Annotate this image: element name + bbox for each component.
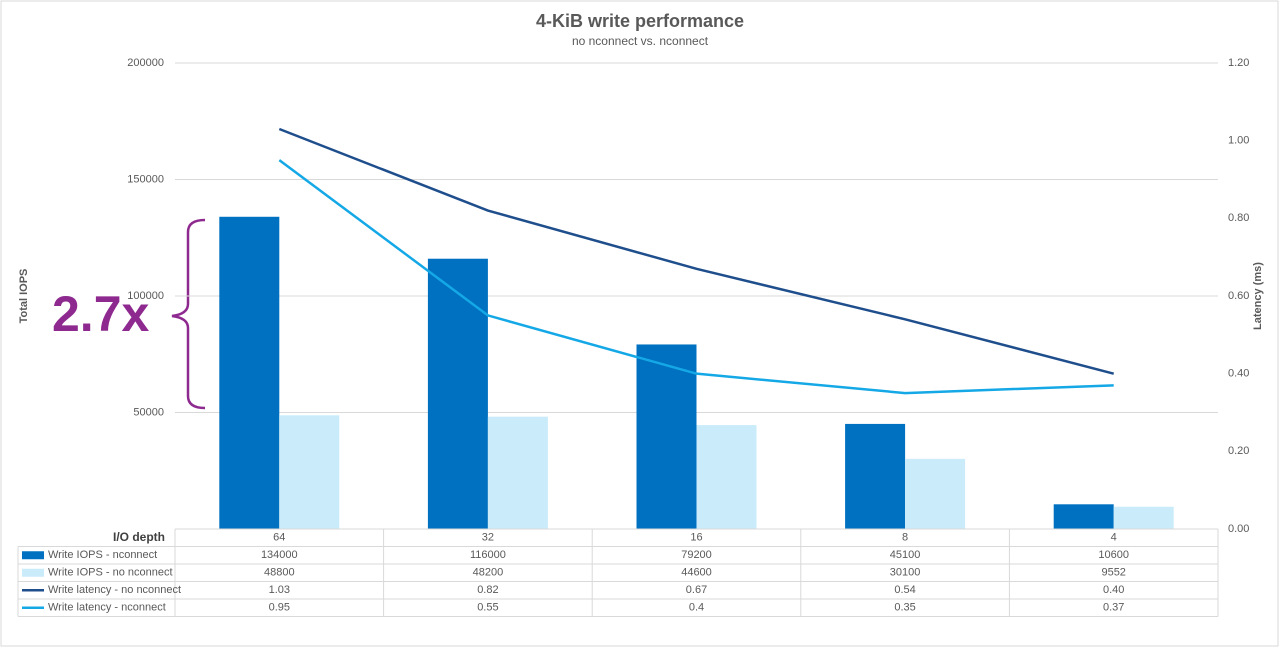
bar <box>487 416 548 529</box>
y-tick-label: 50000 <box>133 406 164 418</box>
table-value: 9552 <box>1101 567 1125 579</box>
legend-label: Write IOPS - nconnect <box>48 549 157 561</box>
y2-axis-label: Latency (ms) <box>1252 262 1264 330</box>
y2-tick-label: 0.40 <box>1228 368 1249 380</box>
y2-tick-label: 0.60 <box>1228 290 1249 302</box>
legend-label: Write IOPS - no nconnect <box>48 567 173 579</box>
table-category: 64 <box>273 532 285 544</box>
bar <box>279 415 340 529</box>
table-value: 0.82 <box>477 584 498 596</box>
bar <box>696 425 757 529</box>
bar <box>845 423 906 529</box>
table-value: 0.95 <box>269 602 290 614</box>
table-category: 4 <box>1111 532 1117 544</box>
table-category: 8 <box>902 532 908 544</box>
table-value: 30100 <box>890 567 921 579</box>
bar <box>905 458 966 529</box>
table-value: 0.67 <box>686 584 707 596</box>
table-value: 0.54 <box>894 584 915 596</box>
y2-tick-label: 1.00 <box>1228 135 1249 147</box>
y-tick-label: 150000 <box>127 173 164 185</box>
table-header: I/O depth <box>113 530 165 544</box>
annotation-bracket <box>171 218 206 410</box>
table-value: 0.40 <box>1103 584 1124 596</box>
bar <box>1113 506 1174 529</box>
table-value: 45100 <box>890 549 921 561</box>
line <box>278 127 1115 375</box>
table-value: 44600 <box>681 567 712 579</box>
table-value: 134000 <box>261 549 298 561</box>
y-axis-label: Total IOPS <box>18 269 30 324</box>
table-value: 0.4 <box>689 602 704 614</box>
table-value: 48800 <box>264 567 295 579</box>
y2-tick-label: 0.20 <box>1228 445 1249 457</box>
table-value: 0.35 <box>894 602 915 614</box>
bar <box>636 344 697 529</box>
chart-subtitle: no nconnect vs. nconnect <box>572 34 709 48</box>
table-value: 0.55 <box>477 602 498 614</box>
bar <box>1053 504 1114 529</box>
table-value: 1.03 <box>269 584 290 596</box>
table-category: 16 <box>690 532 702 544</box>
y2-tick-label: 0.80 <box>1228 212 1249 224</box>
legend-swatch <box>22 551 44 560</box>
y-tick-label: 200000 <box>127 57 164 69</box>
chart-title: 4-KiB write performance <box>536 11 744 31</box>
legend-label: Write latency - nconnect <box>48 602 166 614</box>
table-category: 32 <box>482 532 494 544</box>
table-value: 48200 <box>473 567 504 579</box>
y2-tick-label: 1.20 <box>1228 57 1249 69</box>
bar <box>219 216 280 529</box>
line <box>278 159 1114 395</box>
legend-swatch <box>22 568 44 577</box>
bar <box>427 258 488 529</box>
table-value: 116000 <box>470 549 506 561</box>
table-value: 0.37 <box>1103 602 1124 614</box>
annotation: 2.7x <box>52 286 150 342</box>
legend-label: Write latency - no nconnect <box>48 584 181 596</box>
y-tick-label: 100000 <box>127 290 164 302</box>
table-value: 79200 <box>681 549 712 561</box>
y2-tick-label: 0.00 <box>1228 523 1249 535</box>
table-value: 10600 <box>1098 549 1129 561</box>
